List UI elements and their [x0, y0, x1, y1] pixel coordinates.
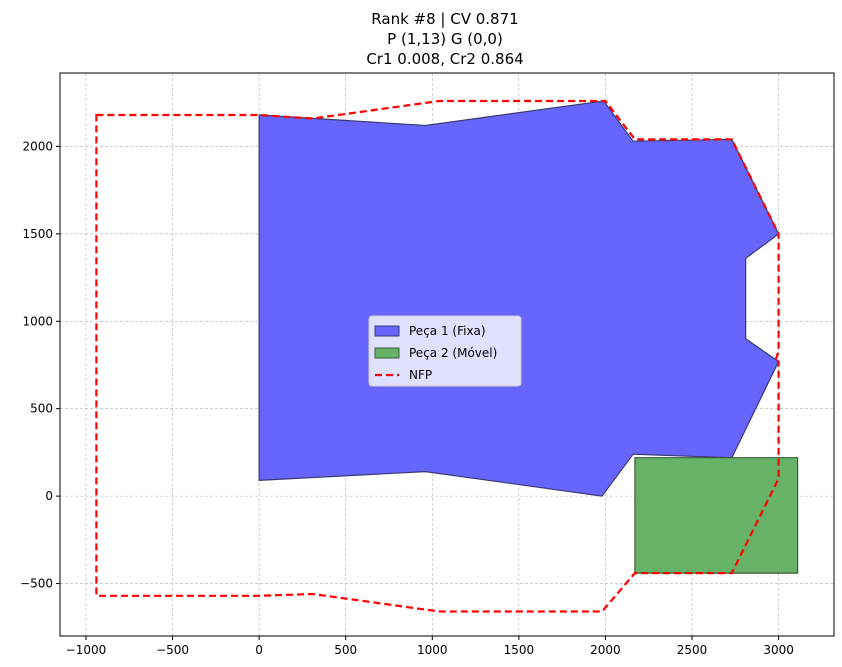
- axis-ticks: −1000 −500 0 500 1000 1500 2000 2500 3000 −500 0 50…: [20, 139, 794, 657]
- legend-box: [368, 315, 522, 387]
- chart-title: Rank #8 | CV 0.871 P (1,13) G (0,0) Cr1 …: [366, 10, 523, 68]
- x-tick-label: 2000: [590, 643, 621, 657]
- series-1-polygon: [258, 100, 780, 497]
- legend-swatch: [374, 325, 400, 337]
- x-tick-label: 0: [255, 643, 263, 657]
- x-tick-label: 500: [334, 643, 357, 657]
- plot-area: [95, 99, 799, 613]
- title-line-1: Rank #8 | CV 0.871: [371, 10, 518, 28]
- nfp-outline: [95, 99, 780, 613]
- y-tick-label: 0: [45, 489, 53, 503]
- y-tick-label: 2000: [22, 139, 53, 153]
- x-tick-label: 1500: [504, 643, 535, 657]
- x-tick-label: −500: [156, 643, 189, 657]
- axes-frame: [59, 72, 835, 637]
- title-line-3: Cr1 0.008, Cr2 0.864: [366, 50, 523, 68]
- title-line-2: P (1,13) G (0,0): [387, 30, 503, 48]
- y-tick-label: 500: [30, 402, 53, 416]
- legend-label: Peça 1 (Fixa): [409, 324, 486, 338]
- x-tick-label: 3000: [763, 643, 794, 657]
- x-tick-label: 1000: [417, 643, 448, 657]
- legend-label: NFP: [409, 368, 432, 382]
- x-tick-label: 2500: [677, 643, 708, 657]
- y-tick-label: 1000: [22, 314, 53, 328]
- legend-swatch: [374, 347, 400, 359]
- y-tick-label: 1500: [22, 227, 53, 241]
- x-tick-label: −1000: [66, 643, 107, 657]
- y-tick-label: −500: [20, 577, 53, 591]
- series-2-polygon: [634, 457, 799, 574]
- legend: Peça 1 (Fixa) Peça 2 (Móvel) NFP: [368, 315, 522, 387]
- legend-label: Peça 2 (Móvel): [409, 346, 497, 360]
